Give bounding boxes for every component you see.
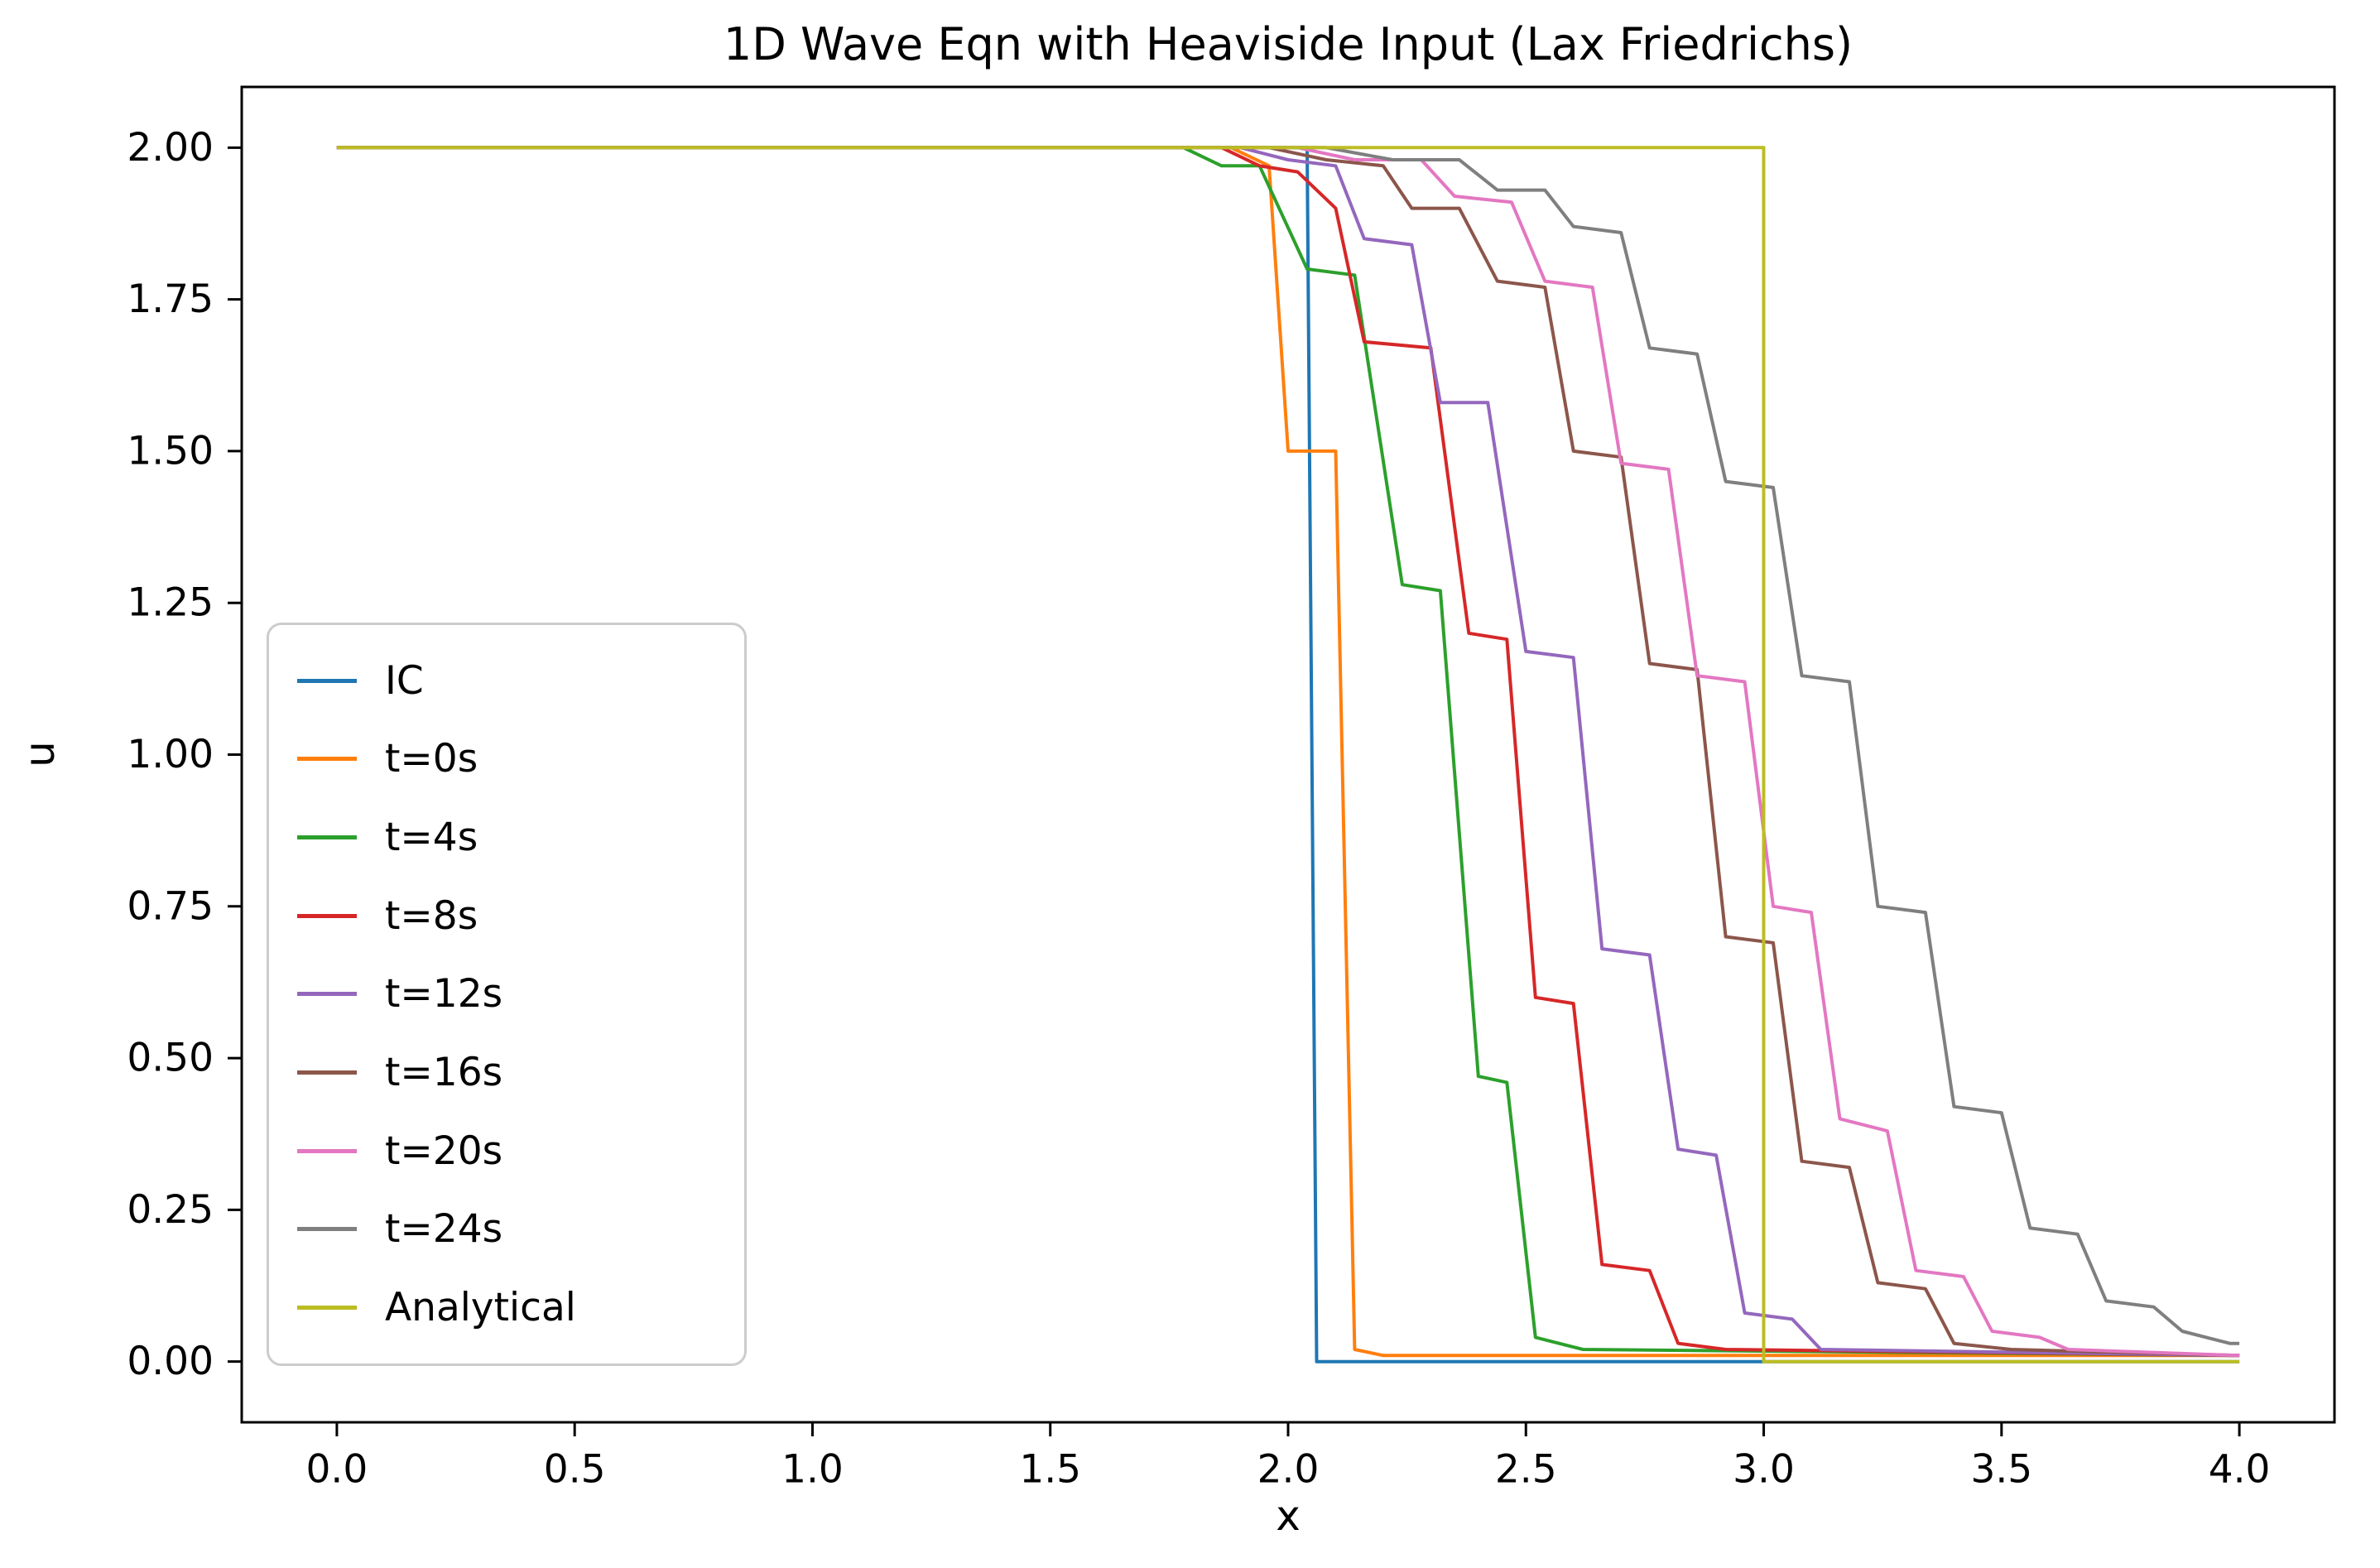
y-tick-label: 1.00 [127,732,214,777]
x-tick-label: 1.0 [781,1446,844,1492]
legend-item: Analytical [297,1285,716,1330]
series-line-t-20s [336,146,2240,1358]
chart-title: 1D Wave Eqn with Heaviside Input (Lax Fr… [723,18,1854,70]
legend-item: t=12s [297,971,716,1017]
x-tick-label: 0.0 [306,1446,368,1492]
series-line-t-24s [336,146,2240,1345]
y-tick-label: 1.25 [127,580,214,626]
x-tick-label: 0.5 [544,1446,606,1492]
legend-swatch [297,1227,357,1232]
legend-label: t=0s [385,736,478,782]
series-line-t-12s [336,146,2240,1358]
y-tick-label: 1.75 [127,277,214,322]
legend-item: t=20s [297,1128,716,1174]
series-line-t-16s [336,146,2240,1358]
y-tick-label: 0.75 [127,883,214,929]
series-line-analytical [336,146,2240,1364]
legend-label: IC [385,657,424,704]
x-axis-label: x [1276,1492,1301,1540]
legend-label: Analytical [385,1285,576,1331]
legend-item: t=24s [297,1206,716,1252]
legend-label: t=12s [385,971,503,1017]
legend-item: t=8s [297,893,716,939]
x-tick-label: 2.5 [1495,1446,1557,1492]
x-tick-label: 3.0 [1733,1446,1795,1492]
y-tick-label: 1.50 [127,428,214,474]
legend-label: t=20s [385,1128,503,1174]
legend-label: t=24s [385,1206,503,1253]
legend: IC t=0s t=4s t=8s t=12s t=16s t=20s t=24s Analyt… [267,623,747,1366]
legend-swatch [297,992,357,997]
series-line-t-0s [336,146,2240,1358]
legend-swatch [297,835,357,840]
x-tick-label: 3.5 [1970,1446,2032,1492]
legend-swatch [297,913,357,918]
x-tick-label: 2.0 [1257,1446,1320,1492]
y-tick-label: 0.25 [127,1187,214,1233]
legend-label: t=16s [385,1050,503,1096]
legend-label: t=4s [385,815,478,861]
x-tick-label: 1.5 [1019,1446,1081,1492]
legend-item: IC [297,658,716,704]
y-tick-label: 2.00 [127,125,214,171]
y-tick-label: 0.00 [127,1339,214,1384]
legend-item: t=16s [297,1050,716,1095]
legend-item: t=0s [297,736,716,782]
legend-label: t=8s [385,892,478,939]
legend-swatch [297,1148,357,1153]
legend-swatch [297,1070,357,1075]
legend-swatch [297,1306,357,1311]
y-axis-label: u [16,741,64,767]
y-tick-label: 0.50 [127,1036,214,1081]
legend-swatch [297,757,357,762]
x-tick-label: 4.0 [2209,1446,2271,1492]
legend-swatch [297,678,357,683]
series-line-t-8s [336,146,2240,1358]
series-line-t-4s [336,146,2240,1358]
legend-item: t=4s [297,815,716,860]
